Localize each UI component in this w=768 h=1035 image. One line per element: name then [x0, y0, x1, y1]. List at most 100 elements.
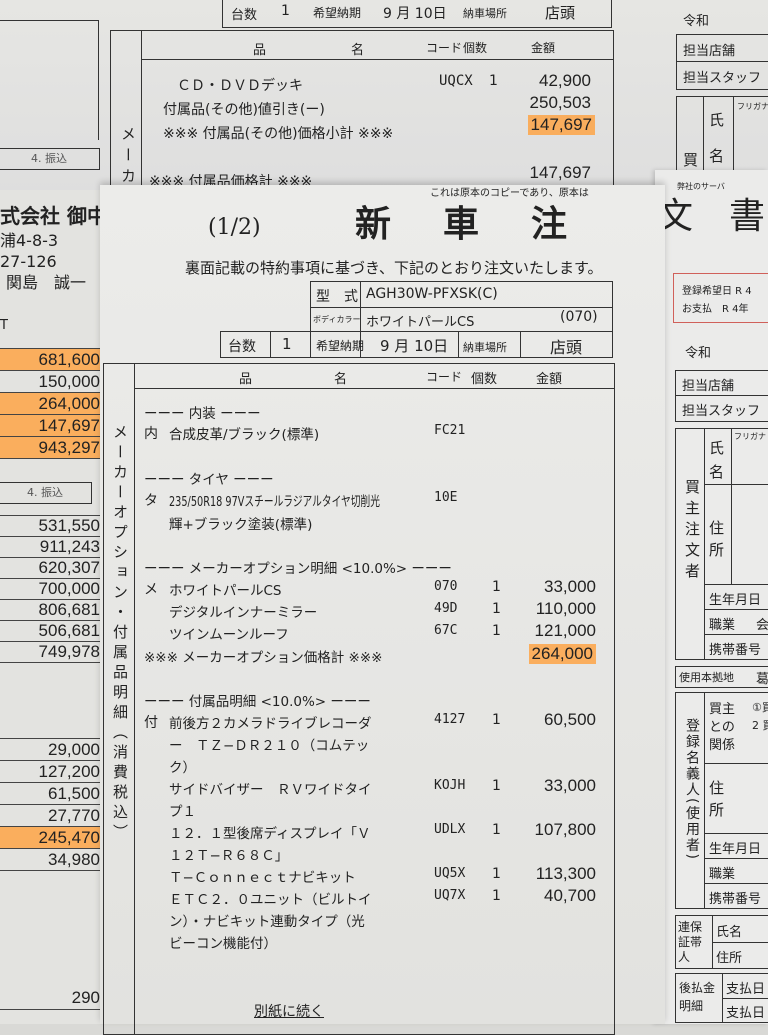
header-name-2: 名 — [334, 372, 348, 387]
col-divider — [733, 97, 734, 207]
line-text: 輝+ブラック塗装(標準) — [169, 513, 312, 533]
addr-label: 住 — [709, 519, 725, 537]
copy-note: これは原本のコピーであり、原本は — [430, 188, 589, 199]
back-left-rule-v — [98, 20, 99, 140]
back-side-label: メーカ — [119, 126, 137, 189]
row-divider — [220, 331, 612, 332]
reg-addr-label: 住 — [709, 779, 725, 797]
vehicle-info-table: 型 式 AGH30W-PFXSK(C) ボディカラー ホワイトパールCS (07… — [220, 281, 613, 358]
summary-value: 620,307 — [0, 558, 100, 579]
order-line: ン）・ナビキット連動タイプ（光 — [104, 910, 614, 930]
summary-value: 245,470 — [0, 827, 100, 849]
row-divider — [310, 307, 612, 308]
order-line: ＥＴＣ２．０ユニット（ビルトイ UQ7X 1 40,700 — [104, 886, 614, 908]
back-name-label-2: 名 — [709, 147, 725, 165]
line-code: FC21 — [434, 423, 466, 438]
summary-value: 27,770 — [0, 805, 100, 827]
line-code: 070 — [434, 579, 458, 594]
header-divider — [141, 59, 613, 60]
back-delivery-row: 台数 1 希望納期 9 月 10日 納車場所 店頭 — [222, 0, 612, 28]
line-text: サイドバイザー ＲＶワイドタイ — [169, 778, 372, 798]
count-label: 台数 — [231, 8, 258, 23]
delivery-label: 希望納期 — [313, 6, 362, 20]
job-value: 会 — [756, 618, 768, 633]
back-furigana: フリガナ — [737, 102, 768, 111]
line-text: ーーー 付属品明細 <10.0%> ーーー — [144, 690, 371, 710]
totals-top: 681,600 150,000 264,000 147,697 943,297 — [0, 348, 100, 459]
line-text: 合成皮革/ブラック(標準) — [169, 423, 319, 443]
relation-option-2[interactable]: 2 買 — [752, 719, 768, 732]
addressee-company: 式会社 御中 — [0, 204, 107, 228]
line-text: デジタルインナーミラー — [169, 601, 317, 621]
col-divider — [520, 331, 521, 357]
line-text-content: １２．１型後席ディスプレイ「Ｖ — [169, 826, 371, 842]
order-line: プ１ — [104, 800, 614, 820]
pay-date: 支払日 — [726, 982, 766, 997]
row-divider — [704, 609, 768, 610]
guarantor-name: 氏名 — [716, 925, 743, 940]
back-items-box: メーカ 品 名 コード 個数 金額 ＣＤ・ＤＶＤデッキ UQCX 1 42,90… — [110, 30, 614, 207]
line-code: 49D — [434, 601, 458, 616]
line-text: 235/50R18 97Vスチールラジアルタイヤ切削光 — [169, 490, 462, 510]
line-text: ※※※ メーカーオプション価格計 ※※※ — [144, 646, 382, 666]
job-label: 職業 — [709, 618, 736, 633]
guarantor-label: 連保証帯人 — [678, 920, 703, 964]
staff-label: 担当スタッフ — [682, 404, 761, 419]
totals-low: 29,000 127,200 61,500 27,770 245,470 34,980 — [0, 738, 100, 871]
line-amount-highlighted: 264,000 — [528, 644, 596, 664]
birth-label: 生年月日 — [709, 593, 762, 608]
col-divider — [220, 331, 221, 357]
item-name: 付属品(その他)値引き(ー) — [163, 102, 325, 118]
line-code: KOJH — [434, 778, 466, 793]
line-text-content: デジタルインナーミラー — [169, 605, 318, 621]
summary-value: 700,000 — [0, 579, 100, 600]
header-divider — [134, 388, 614, 389]
col-divider — [270, 331, 271, 357]
line-qty: 1 — [492, 579, 501, 595]
order-line: ※※※ メーカーオプション価格計 ※※※ 264,000 — [104, 644, 614, 666]
document-title: 新 車 注 — [355, 203, 576, 245]
order-line: ビーコン機能付） — [104, 932, 614, 952]
col-divider — [703, 97, 704, 207]
base-box: 使用本拠地 葛 — [675, 666, 768, 688]
line-text-content: 前後方２カメラドライブレコーダ — [169, 716, 372, 732]
line-qty: 1 — [492, 778, 501, 794]
row-divider — [722, 998, 768, 999]
guarantor-address: 住所 — [716, 951, 743, 966]
summary-value: 29,000 — [0, 739, 100, 761]
line-amount: 40,700 — [544, 886, 596, 905]
payment-box: 登録希望日 R 4 お支払 R 4年 — [673, 273, 768, 323]
back-staff-box: 担当店舗 担当スタッフ — [676, 34, 768, 90]
order-line: １２．１型後席ディスプレイ「Ｖ UDLX 1 107,800 — [104, 820, 614, 842]
reg-birth-label: 生年月日 — [709, 842, 762, 857]
summary-value: 749,978 — [0, 642, 100, 663]
line-text-content: 235/50R18 97Vスチールラジアルタイヤ切削光 — [169, 494, 380, 510]
order-line: ー ＴＺ−ＤＲ２１０（コムテッ — [104, 734, 614, 754]
totals-mid: 531,550 911,243 620,307 700,000 806,681 506,6… — [0, 515, 100, 663]
header-code: コード — [426, 41, 463, 55]
bottom-value: 290 — [0, 987, 100, 1010]
line-text-content: ー ＴＺ−ＤＲ２１０（コムテッ — [169, 738, 370, 754]
line-text-content: ーーー タイヤ ーーー — [144, 472, 274, 488]
subtitle: 裏面記載の特約事項に基づき、下記のとおり注文いたします。 — [185, 259, 603, 277]
color-value: ホワイトパールCS — [366, 315, 475, 330]
summary-value: 531,550 — [0, 516, 100, 537]
summary-value: 127,200 — [0, 761, 100, 783]
header-name: 品 — [253, 43, 267, 58]
side-column-divider — [104, 364, 135, 1034]
line-text: １２Ｔ−Ｒ６８Ｃ」 — [169, 844, 288, 864]
summary-value: 681,600 — [0, 349, 100, 371]
header-amount: 金額 — [531, 41, 556, 55]
line-text: ーーー メーカーオプション明細 <10.0%> ーーー — [144, 557, 452, 577]
back-left-rule — [0, 20, 98, 21]
order-line: 内合成皮革/ブラック(標準) FC21 — [104, 423, 614, 443]
guarantor-box: 連保証帯人 氏名 住所 — [675, 915, 768, 969]
relation-option-1[interactable]: ①買 — [752, 701, 768, 714]
header-amount: 金額 — [536, 372, 563, 387]
order-line: ーーー メーカーオプション明細 <10.0%> ーーー — [104, 557, 614, 577]
summary-value: 806,681 — [0, 600, 100, 621]
line-text-content: ク） — [169, 760, 196, 776]
order-line: ク） — [104, 756, 614, 776]
line-mark: 付 — [144, 715, 158, 731]
place-label: 納車場所 — [463, 7, 507, 20]
